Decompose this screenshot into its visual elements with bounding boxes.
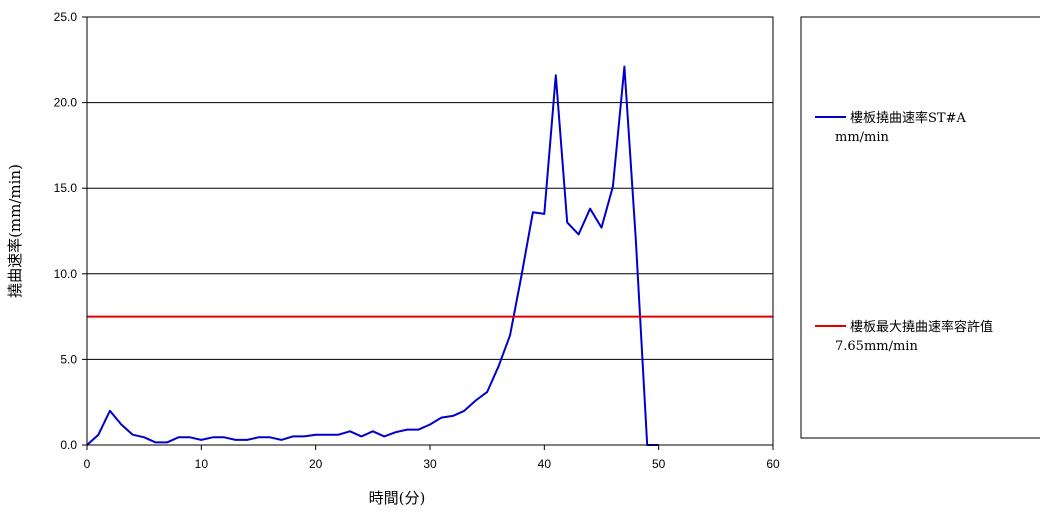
plot-frame xyxy=(86,16,774,446)
series-layer xyxy=(86,65,773,446)
y-tick-label-5: 25.0 xyxy=(54,10,78,24)
x-tick-label-2: 20 xyxy=(309,457,323,471)
y-tick-label-4: 20.0 xyxy=(54,96,78,110)
x-tick-label-3: 30 xyxy=(423,457,437,471)
y-tick-label-2: 10.0 xyxy=(54,267,78,281)
y-axis-title: 撓曲速率(mm/min) xyxy=(6,164,24,298)
y-tick-label-1: 5.0 xyxy=(60,352,77,366)
x-tick-label-6: 60 xyxy=(766,457,780,471)
series-line-0 xyxy=(86,65,659,446)
x-tick-label-5: 50 xyxy=(652,457,666,471)
x-axis-ticks: 0 10 20 30 40 50 60 xyxy=(84,445,780,471)
legend-label-0: 樓板撓曲速率ST#A xyxy=(850,110,966,126)
y-axis-ticks: 0.0 5.0 10.0 15.0 20.0 25.0 xyxy=(54,10,87,452)
legend: 樓板撓曲速率ST#A mm/min 樓板最大撓曲速率容許值 7.65mm/min xyxy=(800,16,1040,439)
legend-sublabel-0: mm/min xyxy=(835,130,890,145)
x-tick-label-4: 40 xyxy=(538,457,552,471)
x-axis-title: 時間(分) xyxy=(369,489,426,507)
x-tick-label-1: 10 xyxy=(195,457,209,471)
y-tick-label-0: 0.0 xyxy=(60,438,77,452)
y-tick-label-3: 15.0 xyxy=(54,181,78,195)
x-tick-label-0: 0 xyxy=(84,457,91,471)
legend-sublabel-1: 7.65mm/min xyxy=(835,339,918,354)
legend-label-1: 樓板最大撓曲速率容許值 xyxy=(850,319,993,335)
grid-lines xyxy=(87,102,773,360)
legend-box xyxy=(800,16,1040,439)
